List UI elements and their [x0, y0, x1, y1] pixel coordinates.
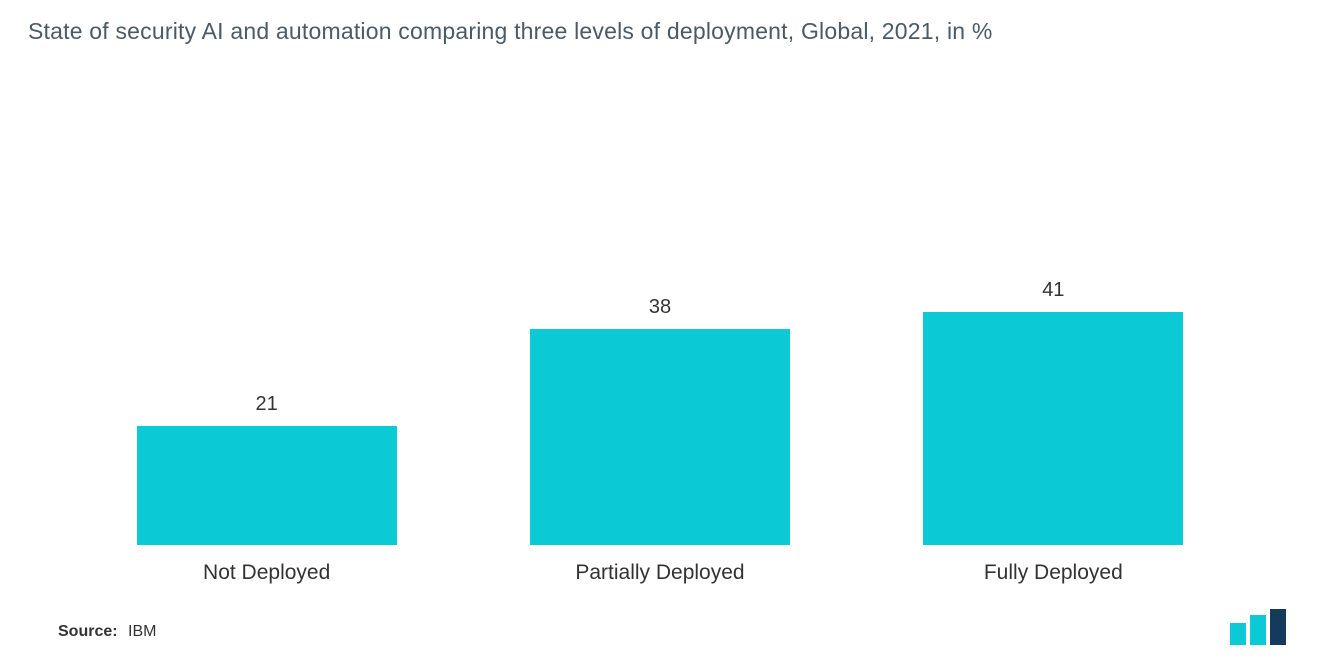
chart-plot-area: 21 38 41 [60, 80, 1260, 545]
source-value: IBM [128, 623, 156, 640]
chart-title: State of security AI and automation comp… [28, 18, 1292, 45]
bar-group: 38 [480, 80, 840, 545]
brand-logo [1230, 609, 1288, 645]
bar-value-label: 38 [649, 296, 671, 319]
bar [923, 312, 1183, 545]
x-axis-label: Fully Deployed [873, 561, 1233, 585]
bar-value-label: 21 [256, 393, 278, 416]
bar-group: 21 [87, 80, 447, 545]
source-attribution: Source: IBM [58, 623, 156, 641]
source-label: Source: [58, 623, 118, 640]
bar [137, 426, 397, 545]
x-axis-labels: Not Deployed Partially Deployed Fully De… [60, 561, 1260, 585]
bars-container: 21 38 41 [60, 80, 1260, 545]
logo-icon [1230, 609, 1288, 645]
bar-value-label: 41 [1042, 279, 1064, 302]
bar [530, 329, 790, 545]
x-axis-label: Not Deployed [87, 561, 447, 585]
x-axis-label: Partially Deployed [480, 561, 840, 585]
bar-group: 41 [873, 80, 1233, 545]
